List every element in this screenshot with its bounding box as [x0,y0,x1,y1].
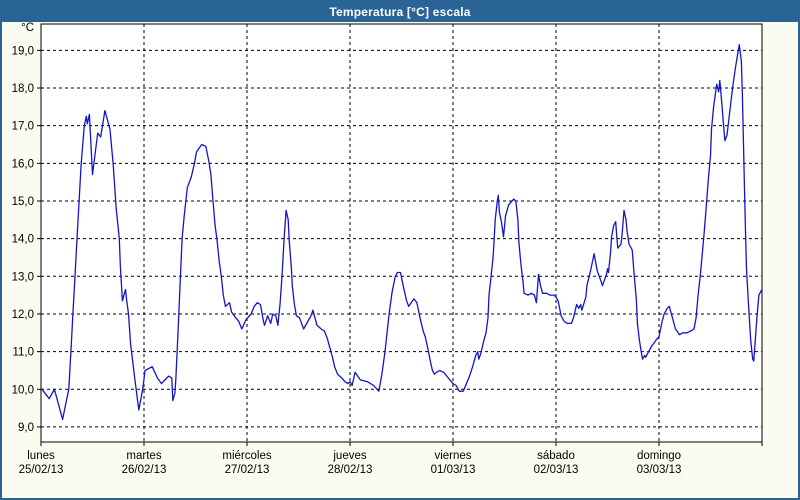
y-tick-label: 15,0 [12,196,34,208]
x-day-date-label: 28/02/13 [328,464,373,476]
y-tick-label: 17,0 [12,121,34,133]
x-day-date-label: 27/02/13 [225,464,270,476]
x-day-name-label: miércoles [222,450,271,462]
y-tick-label: 19,0 [12,45,34,57]
x-day-date-label: 26/02/13 [122,464,167,476]
x-day-date-label: 25/02/13 [19,464,64,476]
x-day-name-label: sábado [537,450,575,462]
x-day-date-label: 02/03/13 [534,464,579,476]
y-tick-label: 9,0 [18,422,34,434]
window-titlebar: Temperatura [°C] escala [2,2,798,22]
x-day-date-label: 01/03/13 [431,464,476,476]
x-day-name-label: martes [126,450,161,462]
y-tick-label: 11,0 [12,347,34,359]
y-tick-label: 10,0 [12,384,34,396]
y-tick-label: 14,0 [12,234,34,246]
y-tick-label: 18,0 [12,83,34,95]
temperature-line [41,44,763,421]
y-tick-label: 12,0 [12,309,34,321]
window-title: Temperatura [°C] escala [329,5,471,19]
x-day-name-label: viernes [434,450,471,462]
x-day-name-label: domingo [637,450,681,462]
x-day-name-label: jueves [332,450,366,462]
plot-area [40,23,763,443]
x-day-name-label: lunes [27,450,55,462]
y-tick-label: 13,0 [12,271,34,283]
y-tick-label: 16,0 [12,158,34,170]
x-day-date-label: 03/03/13 [637,464,682,476]
y-axis-unit-label: °C [21,22,34,34]
